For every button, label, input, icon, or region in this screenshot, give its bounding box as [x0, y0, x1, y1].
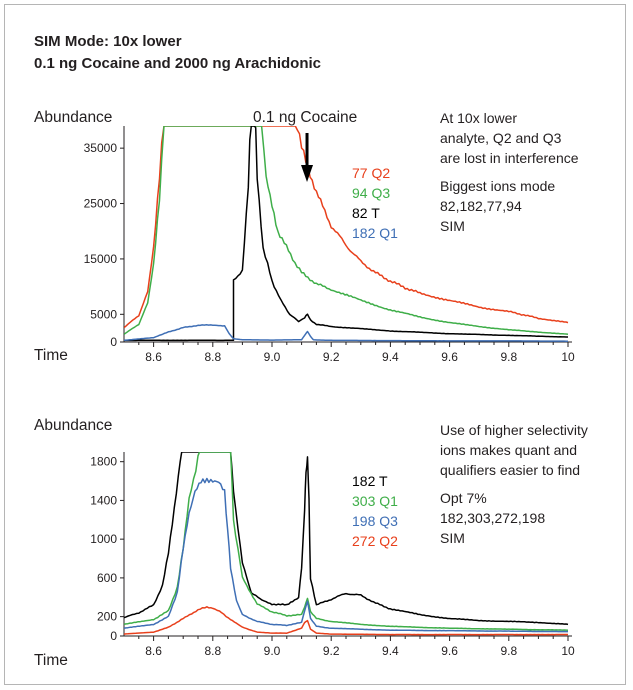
- top-x-tick-label: 8.8: [204, 350, 221, 364]
- top-y-tick-label: 25000: [84, 197, 118, 211]
- top-series-94-q3: [124, 126, 569, 335]
- bottom-x-tick-label: 9.0: [264, 644, 281, 658]
- bottom-legend: 182 T 303 Q1 198 Q3 272 Q2: [352, 471, 398, 551]
- legend-entry-198-q3: 198 Q3: [352, 513, 398, 529]
- legend-entry-94-q3: 94 Q3: [352, 185, 391, 201]
- bottom-y-tick-label: 0: [110, 629, 117, 643]
- top-y-tick-label: 15000: [84, 252, 118, 266]
- bottom-series-272-q2: [124, 606, 568, 636]
- bottom-series-198-q3: [124, 477, 568, 633]
- bottom-note-line: Use of higher selectivity: [440, 422, 588, 438]
- top-series-77-q2: [124, 126, 569, 329]
- legend-entry-82-t: 82 T: [352, 205, 380, 221]
- bottom-note-line: Opt 7%: [440, 490, 487, 506]
- legend-entry-77-q2: 77 Q2: [352, 165, 391, 181]
- cocaine-arrow-head: [301, 165, 314, 182]
- top-y-tick-label: 0: [110, 335, 117, 349]
- top-x-tick-label: 8.6: [145, 350, 162, 364]
- top-x-tick-label: 9.4: [382, 350, 399, 364]
- figure-title-line-2: 0.1 ng Cocaine and 2000 ng Arachidonic: [34, 55, 322, 72]
- top-x-tick-label: 9.2: [323, 350, 340, 364]
- top-note-line: At 10x lower: [440, 110, 518, 126]
- bottom-x-tick-label: 9.4: [382, 644, 399, 658]
- legend-entry-182-q1: 182 Q1: [352, 225, 398, 241]
- legend-entry-182-t: 182 T: [352, 473, 388, 489]
- top-x-tick-label: 9.8: [500, 350, 517, 364]
- top-annotation-label: 0.1 ng Cocaine: [253, 109, 358, 126]
- bottom-note-line: 182,303,272,198: [440, 510, 546, 526]
- top-legend: 77 Q2 94 Q3 82 T 182 Q1: [352, 163, 398, 243]
- bottom-note-line: ions makes quant and: [440, 442, 577, 458]
- top-x-tick-label: 9.6: [441, 350, 458, 364]
- bottom-x-tick-label: 9.2: [323, 644, 340, 658]
- bottom-y-tick-label: 1400: [90, 493, 117, 507]
- top-ylabel: Abundance: [34, 109, 113, 126]
- bottom-y-tick-label: 1000: [90, 532, 117, 546]
- top-y-tick-label: 5000: [90, 307, 117, 321]
- top-series-82-t: [124, 126, 568, 342]
- top-y-tick-label: 35000: [84, 141, 118, 155]
- top-note-line: SIM: [440, 218, 465, 234]
- figure-title-line-1: SIM Mode: 10x lower: [34, 33, 182, 50]
- bottom-note-line: qualifiers easier to find: [440, 462, 581, 478]
- figure-frame: [4, 4, 626, 685]
- bottom-x-tick-label: 10: [561, 644, 575, 658]
- bottom-x-tick-label: 8.8: [204, 644, 221, 658]
- bottom-y-tick-label: 200: [97, 610, 117, 624]
- bottom-series-182-t: [124, 452, 569, 626]
- bottom-note-line: SIM: [440, 530, 465, 546]
- top-series-182-q1: [124, 324, 568, 342]
- bottom-x-tick-label: 8.6: [145, 644, 162, 658]
- bottom-y-tick-label: 600: [97, 571, 117, 585]
- top-note: At 10x lower analyte, Q2 and Q3 are lost…: [440, 108, 579, 236]
- bottom-x-tick-label: 9.8: [500, 644, 517, 658]
- top-x-tick-label: 10: [561, 350, 575, 364]
- legend-entry-303-q1: 303 Q1: [352, 493, 398, 509]
- top-note-line: Biggest ions mode: [440, 178, 556, 194]
- top-note-line: 82,182,77,94: [440, 198, 522, 214]
- top-x-tick-label: 9.0: [264, 350, 281, 364]
- top-note-line: analyte, Q2 and Q3: [440, 130, 562, 146]
- top-note-line: are lost in interference: [440, 150, 579, 166]
- bottom-ylabel: Abundance: [34, 417, 113, 434]
- top-xlabel: Time: [34, 347, 68, 364]
- bottom-xlabel: Time: [34, 652, 68, 669]
- bottom-series-303-q1: [124, 452, 569, 631]
- bottom-x-tick-label: 9.6: [441, 644, 458, 658]
- legend-entry-272-q2: 272 Q2: [352, 533, 398, 549]
- bottom-y-tick-label: 1800: [90, 455, 117, 469]
- bottom-note: Use of higher selectivity ions makes qua…: [440, 420, 588, 548]
